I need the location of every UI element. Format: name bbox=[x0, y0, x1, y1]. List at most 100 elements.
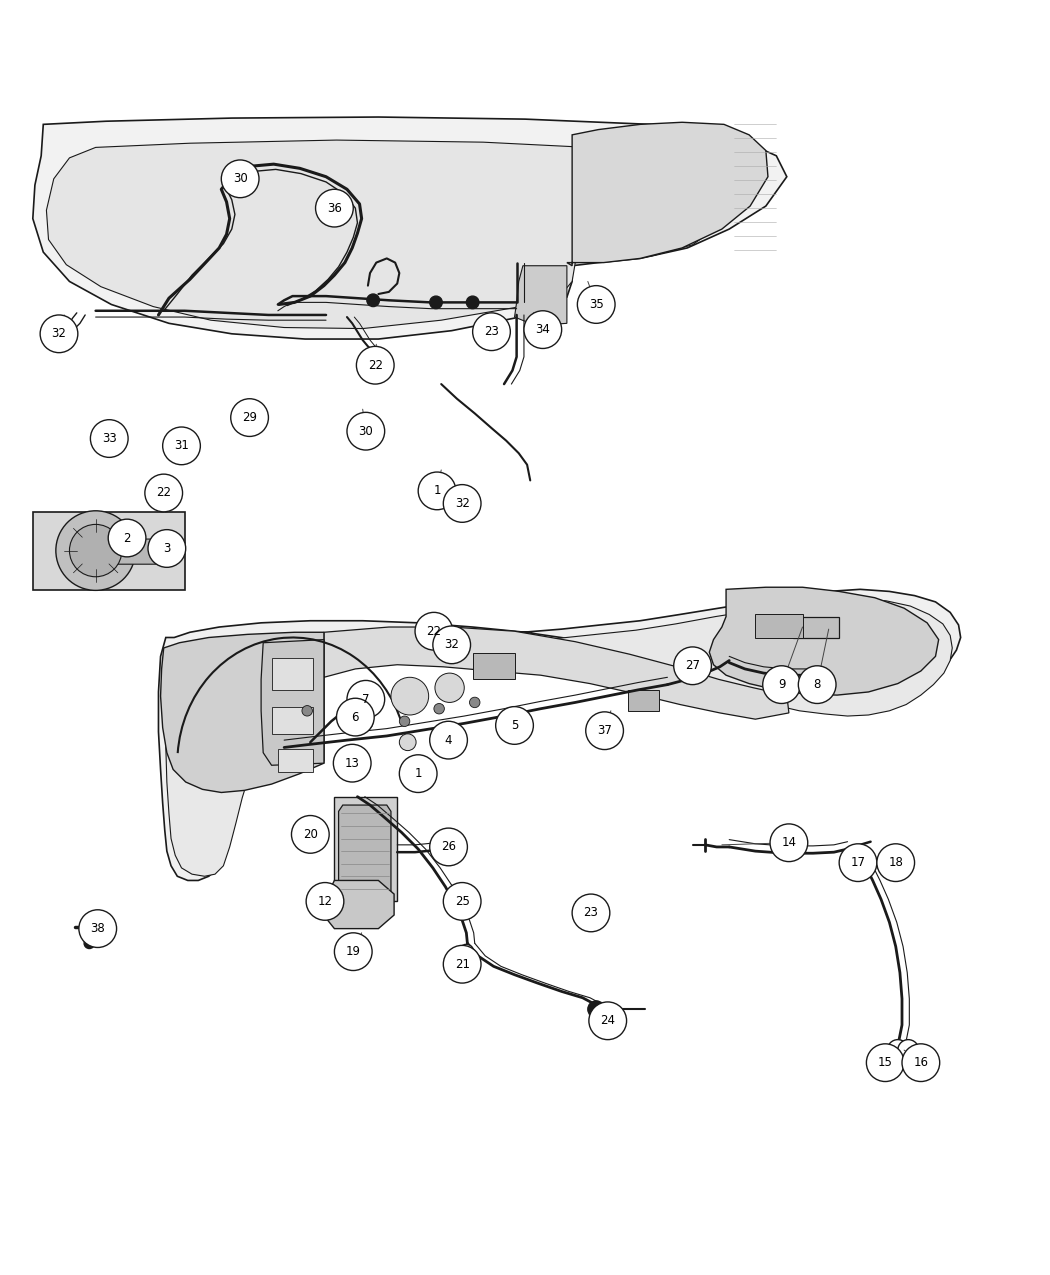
Text: 30: 30 bbox=[233, 172, 248, 185]
Polygon shape bbox=[472, 653, 514, 680]
Circle shape bbox=[443, 882, 481, 921]
Circle shape bbox=[90, 419, 128, 458]
Circle shape bbox=[466, 296, 479, 309]
Text: 3: 3 bbox=[163, 542, 170, 555]
Text: 9: 9 bbox=[778, 678, 785, 691]
Circle shape bbox=[443, 484, 481, 523]
Polygon shape bbox=[334, 797, 397, 901]
Circle shape bbox=[316, 189, 353, 227]
Text: 36: 36 bbox=[327, 201, 342, 214]
Text: 23: 23 bbox=[484, 325, 499, 338]
Polygon shape bbox=[628, 690, 659, 710]
Circle shape bbox=[798, 666, 836, 704]
Text: 8: 8 bbox=[814, 678, 821, 691]
Polygon shape bbox=[161, 632, 324, 793]
Polygon shape bbox=[327, 881, 394, 928]
Circle shape bbox=[762, 666, 800, 704]
Circle shape bbox=[346, 681, 384, 718]
Circle shape bbox=[399, 734, 416, 751]
Circle shape bbox=[352, 720, 362, 731]
Circle shape bbox=[415, 612, 453, 650]
Circle shape bbox=[302, 705, 313, 717]
Text: 30: 30 bbox=[358, 425, 373, 437]
Text: 22: 22 bbox=[368, 358, 383, 372]
Circle shape bbox=[79, 910, 117, 947]
Circle shape bbox=[222, 159, 259, 198]
Circle shape bbox=[69, 524, 122, 576]
Text: 1: 1 bbox=[415, 768, 422, 780]
Circle shape bbox=[336, 699, 374, 736]
Text: 21: 21 bbox=[455, 958, 469, 970]
Text: 35: 35 bbox=[589, 298, 604, 311]
Circle shape bbox=[589, 1002, 627, 1039]
Circle shape bbox=[418, 472, 456, 510]
Polygon shape bbox=[514, 265, 567, 325]
Polygon shape bbox=[261, 640, 324, 765]
Polygon shape bbox=[793, 617, 839, 638]
Circle shape bbox=[472, 312, 510, 351]
Text: 13: 13 bbox=[344, 756, 360, 770]
Circle shape bbox=[877, 844, 915, 881]
Circle shape bbox=[866, 1044, 904, 1081]
Text: 37: 37 bbox=[597, 724, 612, 737]
Circle shape bbox=[674, 646, 712, 685]
Text: 32: 32 bbox=[51, 328, 66, 340]
Circle shape bbox=[399, 755, 437, 793]
Circle shape bbox=[333, 745, 371, 782]
Circle shape bbox=[898, 1039, 919, 1061]
Circle shape bbox=[231, 399, 269, 436]
Circle shape bbox=[148, 529, 186, 567]
Text: 38: 38 bbox=[90, 922, 105, 935]
Text: 27: 27 bbox=[685, 659, 700, 672]
Text: 22: 22 bbox=[156, 487, 171, 500]
Text: 25: 25 bbox=[455, 895, 469, 908]
Circle shape bbox=[887, 1039, 908, 1061]
Text: 20: 20 bbox=[302, 827, 318, 842]
Circle shape bbox=[40, 315, 78, 353]
Circle shape bbox=[346, 412, 384, 450]
Text: 32: 32 bbox=[455, 497, 469, 510]
Circle shape bbox=[572, 894, 610, 932]
Circle shape bbox=[524, 311, 562, 348]
Circle shape bbox=[459, 945, 474, 959]
Text: 2: 2 bbox=[123, 532, 131, 544]
Circle shape bbox=[292, 816, 329, 853]
Polygon shape bbox=[282, 627, 789, 761]
Text: 5: 5 bbox=[511, 719, 519, 732]
Circle shape bbox=[366, 295, 379, 306]
Text: 19: 19 bbox=[345, 945, 361, 959]
Polygon shape bbox=[338, 805, 391, 898]
Text: 14: 14 bbox=[781, 836, 796, 849]
Circle shape bbox=[449, 845, 464, 859]
Text: 32: 32 bbox=[444, 639, 459, 652]
Text: 29: 29 bbox=[243, 411, 257, 425]
Circle shape bbox=[56, 511, 135, 590]
Text: 24: 24 bbox=[601, 1015, 615, 1028]
Circle shape bbox=[433, 626, 470, 664]
Circle shape bbox=[496, 706, 533, 745]
Polygon shape bbox=[710, 588, 939, 695]
Text: 1: 1 bbox=[434, 484, 441, 497]
Text: 15: 15 bbox=[878, 1056, 892, 1070]
Circle shape bbox=[84, 938, 94, 949]
Circle shape bbox=[352, 710, 373, 732]
Circle shape bbox=[434, 704, 444, 714]
Text: 22: 22 bbox=[426, 625, 441, 638]
Polygon shape bbox=[46, 140, 729, 329]
Polygon shape bbox=[108, 539, 177, 565]
Circle shape bbox=[469, 697, 480, 708]
Circle shape bbox=[429, 827, 467, 866]
Circle shape bbox=[356, 347, 394, 384]
Circle shape bbox=[578, 286, 615, 324]
Text: 12: 12 bbox=[317, 895, 333, 908]
Polygon shape bbox=[33, 117, 786, 339]
Circle shape bbox=[429, 296, 442, 309]
Text: 16: 16 bbox=[914, 1056, 928, 1070]
Polygon shape bbox=[278, 748, 314, 771]
Text: 26: 26 bbox=[441, 840, 456, 853]
Text: 33: 33 bbox=[102, 432, 117, 445]
Text: 7: 7 bbox=[362, 692, 370, 706]
Circle shape bbox=[163, 427, 201, 464]
Circle shape bbox=[334, 933, 372, 970]
Text: 4: 4 bbox=[445, 733, 453, 747]
